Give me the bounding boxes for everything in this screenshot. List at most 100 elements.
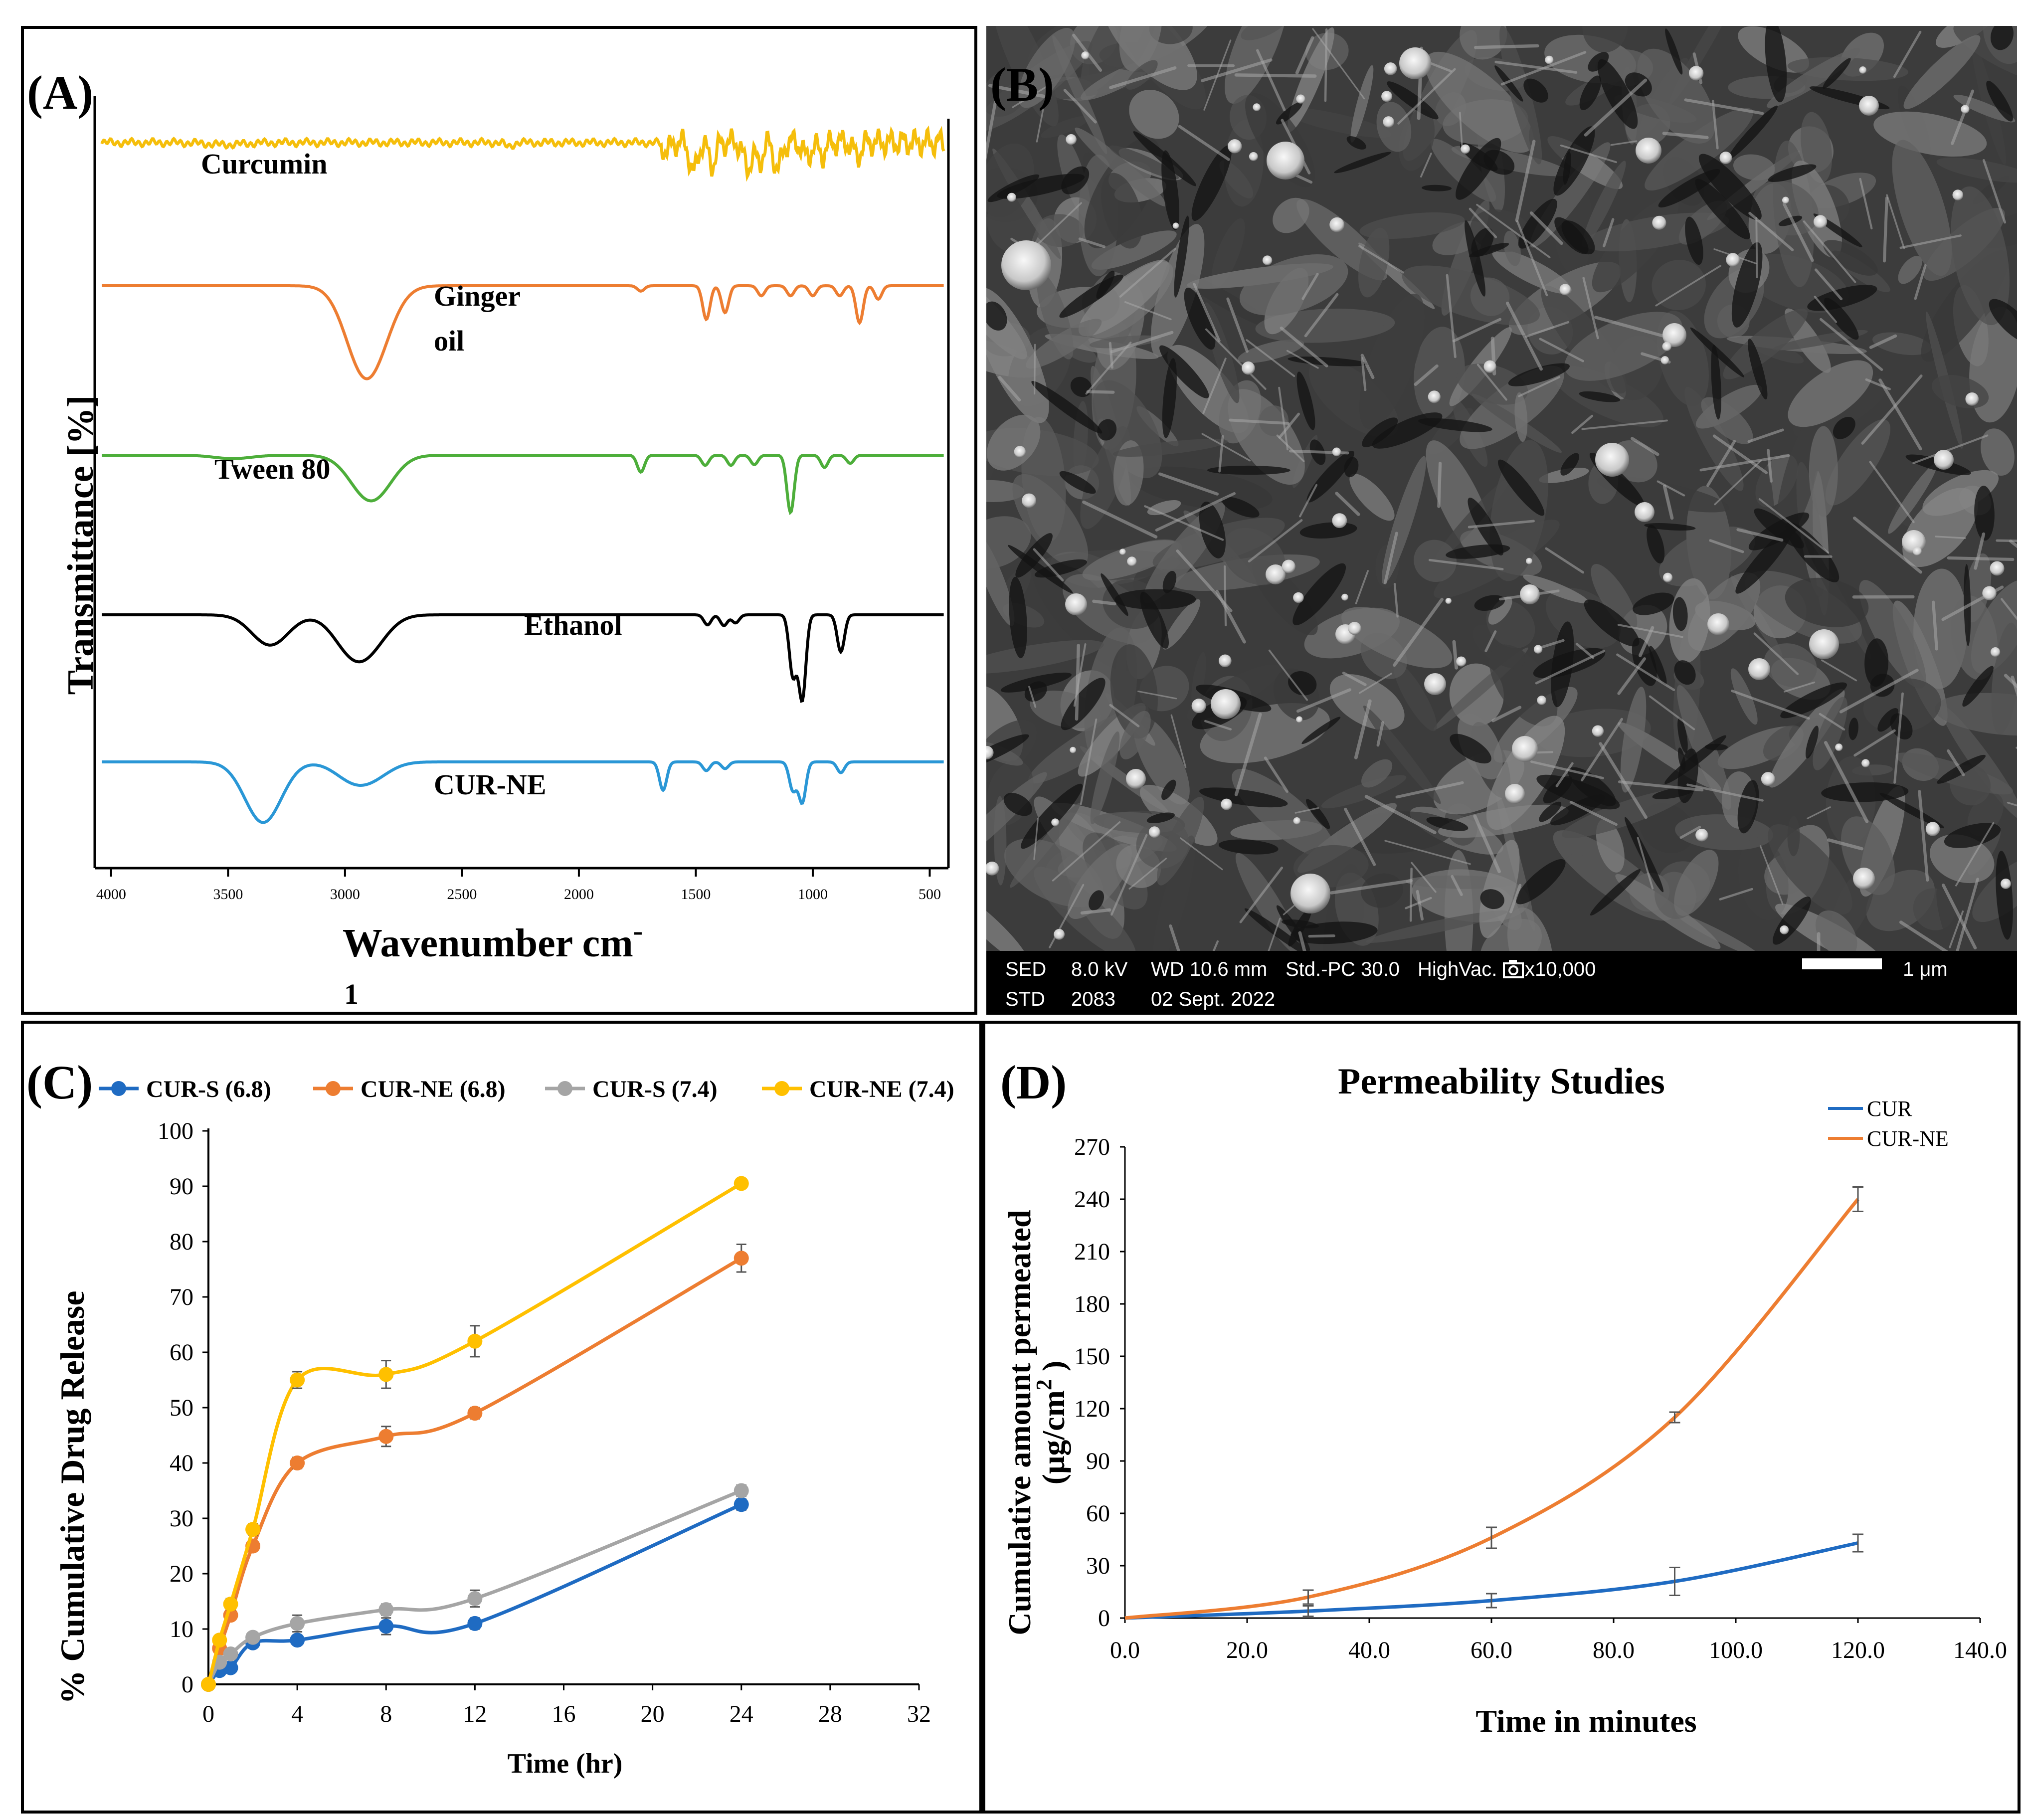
sem-ridge — [1914, 264, 1927, 300]
sem-particle — [1635, 502, 1655, 522]
sem-pore — [1184, 287, 1216, 350]
release-legend: CUR-S (6.8) CUR-NE (6.8) CUR-S (7.4) CUR-NE… — [99, 1076, 954, 1102]
sem-ridge — [1304, 293, 1339, 338]
sem-particle — [1505, 784, 1525, 804]
sem-particle-small — [1384, 62, 1397, 75]
sem-ridge — [1819, 713, 1845, 731]
sem-particle-small — [1262, 255, 1273, 265]
sem-ridge — [1354, 699, 1372, 759]
sem-std: STD — [1005, 988, 1045, 1010]
sem-pore — [1133, 131, 1197, 186]
sem-pore — [1677, 717, 1688, 753]
sem-grain — [1503, 230, 1521, 266]
sem-ridge — [1662, 484, 1674, 520]
sem-ridge — [1036, 105, 1045, 143]
release-x-tick-label: 16 — [552, 1701, 576, 1727]
sem-pore — [1768, 164, 1817, 182]
sem-particle-small — [1296, 716, 1303, 723]
release-series-line — [206, 1257, 742, 1685]
sem-ridge — [1529, 211, 1563, 245]
sem-particle — [1211, 689, 1241, 719]
release-y-tick-label: 50 — [170, 1395, 193, 1421]
permeability-y-axis-unit: (μg/cm2 ) — [1032, 1361, 1071, 1484]
sem-ridge — [1342, 671, 1367, 686]
sem-pore — [1207, 465, 1290, 475]
release-legend-marker — [774, 1081, 789, 1096]
sem-ridge — [1344, 807, 1376, 866]
sem-pore — [1244, 908, 1314, 959]
release-legend-label: CUR-NE (7.4) — [809, 1076, 954, 1102]
sem-pore — [1301, 717, 1341, 744]
sem-ridge — [1679, 826, 1701, 839]
sem-ridge — [1280, 326, 1328, 367]
sem-ridge — [1758, 498, 1830, 554]
sem-ridge — [1384, 840, 1471, 865]
sem-ridge — [1256, 49, 1286, 111]
sem-pore — [1344, 457, 1359, 478]
release-y-tick-label: 30 — [170, 1505, 193, 1532]
permeability-x-tick-label: 0.0 — [1110, 1637, 1140, 1663]
ftir-tick-label: 3000 — [330, 886, 360, 903]
sem-grain — [1112, 439, 1228, 457]
sem-pore — [1282, 919, 1319, 928]
sem-grain — [1936, 883, 1964, 958]
sem-ridge — [1108, 342, 1113, 369]
sem-grain — [1929, 834, 1995, 884]
sem-particle — [1512, 736, 1538, 762]
sem-particle-small — [1293, 817, 1301, 825]
release-y-tick-label: 100 — [158, 1118, 193, 1144]
sem-pore — [1334, 152, 1391, 174]
sem-pore — [1690, 327, 1745, 377]
sem-grain — [1129, 90, 1179, 139]
sem-pore — [1362, 417, 1398, 447]
sem-grain — [1645, 108, 1753, 191]
sem-ridge — [1747, 428, 1784, 443]
sem-grain — [1430, 139, 1496, 202]
sem-ridge — [1383, 532, 1398, 584]
sem-pore — [1890, 713, 1913, 740]
sem-ridge — [1358, 245, 1404, 274]
panel-b-sem: (B) SED 8.0 kV WD 10.6 mm Std.-PC 30.0 H… — [941, 0, 2024, 1015]
sem-ridge — [1376, 721, 1384, 747]
sem-ridge — [1469, 207, 1497, 238]
release-x-tick-label: 0 — [202, 1701, 214, 1727]
ftir-curves — [100, 125, 945, 824]
sem-ridge — [1075, 644, 1081, 721]
sem-grain — [1766, 48, 1860, 108]
sem-grain — [1591, 563, 1638, 631]
sem-grain — [1232, 768, 1336, 860]
sem-ridge — [1824, 741, 1869, 823]
sem-ridge — [1821, 659, 1857, 682]
sem-ridge — [1982, 159, 2007, 224]
sem-ridge — [1468, 520, 1535, 529]
sem-grain — [1282, 107, 1392, 138]
sem-particle — [1001, 240, 1051, 290]
sem-ridge — [1452, 640, 1459, 670]
sem-ridge — [1803, 220, 1856, 283]
permeability-title: Permeability Studies — [1338, 1061, 1665, 1102]
sem-grain — [1888, 463, 1937, 534]
sem-ridge — [1530, 760, 1604, 779]
release-legend-label: CUR-S (7.4) — [592, 1076, 718, 1102]
sem-ridge — [1234, 73, 1317, 78]
sem-pore — [1823, 58, 1851, 89]
sem-pore — [1288, 671, 1317, 696]
sem-pore — [1162, 358, 1177, 438]
sem-particle — [1399, 47, 1431, 79]
permeability-y-tick-label: 90 — [1086, 1448, 1110, 1474]
sem-grain — [1823, 240, 1878, 276]
panel-c-letter: (C) — [26, 1056, 93, 1109]
release-x-axis-label: Time (hr) — [508, 1748, 623, 1779]
sem-grain — [1922, 470, 1999, 516]
sem-grain — [1101, 173, 1143, 249]
sem-grain — [1025, 319, 1102, 369]
sem-ridge — [1409, 868, 1413, 922]
release-series-line — [206, 1489, 742, 1685]
sem-ridge — [1814, 268, 1843, 301]
release-data-point — [734, 1251, 749, 1266]
sem-pore — [1780, 682, 1847, 719]
sem-ridge — [1451, 875, 1463, 896]
sem-pore — [1765, 18, 1787, 103]
sem-particle-small — [1982, 586, 1997, 601]
sem-particle-small — [1293, 592, 1304, 603]
